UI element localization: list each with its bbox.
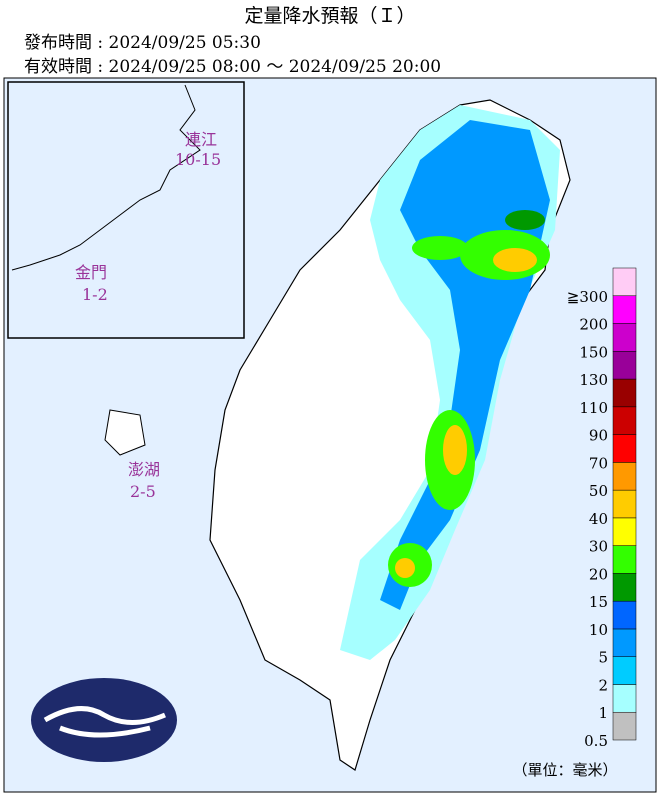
legend-swatch xyxy=(612,323,637,352)
legend: 0.5 1 2 5 10 15 20 30 40 50 70 90 110 130 150 200 ≧300 xyxy=(567,267,637,750)
legend-swatch xyxy=(612,295,637,324)
legend-label: 10 xyxy=(589,621,608,639)
rain-15 xyxy=(505,210,545,230)
logo xyxy=(31,678,177,762)
legend-swatch xyxy=(612,351,637,380)
legend-swatch xyxy=(612,545,637,574)
logo-cloud xyxy=(43,706,166,738)
island-name: 澎湖 xyxy=(128,460,160,479)
legend-swatch xyxy=(612,711,637,741)
legend-label: 200 xyxy=(579,316,608,334)
legend-swatch xyxy=(612,684,637,713)
legend-swatch xyxy=(612,378,637,408)
legend-label: 110 xyxy=(579,399,608,417)
legend-swatch xyxy=(612,517,637,546)
legend-swatch xyxy=(612,267,637,297)
penghu xyxy=(104,409,146,456)
legend-label: 70 xyxy=(589,454,608,472)
legend-swatch xyxy=(612,406,637,435)
legend-swatch xyxy=(612,573,637,602)
rain-40 xyxy=(395,558,415,578)
legend-label: 50 xyxy=(589,482,608,500)
legend-label: 90 xyxy=(589,427,608,445)
legend-swatch xyxy=(612,434,637,463)
legend-label: 150 xyxy=(579,343,608,361)
legend-label: 1 xyxy=(598,704,608,722)
legend-label: 30 xyxy=(589,538,608,556)
unit: （單位：毫米） xyxy=(512,761,617,779)
legend-label: 130 xyxy=(579,371,608,389)
rain-20 xyxy=(412,236,468,260)
legend-label: ≧300 xyxy=(567,288,608,306)
legend-swatch xyxy=(612,489,637,519)
issue-time: 發布時間 : 2024/09/25 05:30 xyxy=(24,33,261,53)
island-name: 連江 xyxy=(185,130,217,149)
legend-swatch xyxy=(612,656,637,685)
rain-area xyxy=(340,105,560,660)
island-range: 1-2 xyxy=(82,285,108,304)
valid-time: 有效時間 : 2024/09/25 08:00 ～ 2024/09/25 20:… xyxy=(24,57,441,77)
legend-label: 20 xyxy=(589,565,608,583)
rain-40 xyxy=(493,248,537,272)
legend-label: 0.5 xyxy=(584,732,608,750)
legend-swatch xyxy=(612,462,637,491)
island-range: 2-5 xyxy=(130,482,156,501)
legend-label: 15 xyxy=(589,593,608,611)
legend-label: 40 xyxy=(589,510,608,528)
legend-label: 2 xyxy=(598,676,608,694)
mainland-coast xyxy=(11,84,201,271)
logo-oval xyxy=(31,678,177,762)
island-name: 金門 xyxy=(75,263,107,282)
title: 定量降水預報（Ｉ） xyxy=(244,5,415,27)
rain-40 xyxy=(443,425,467,475)
island-range: 10-15 xyxy=(175,150,221,169)
legend-swatch xyxy=(612,628,637,657)
legend-swatch xyxy=(612,600,637,630)
legend-label: 5 xyxy=(598,649,608,667)
